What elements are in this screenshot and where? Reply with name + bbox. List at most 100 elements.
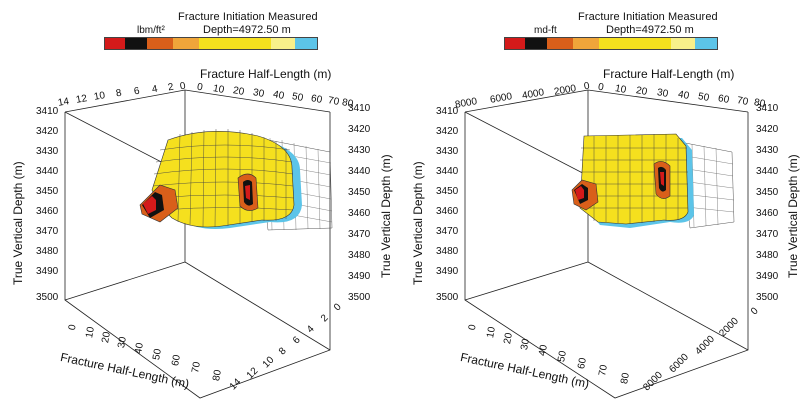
tick-label: 70 [597,364,610,377]
tick-label: 3430 [348,145,371,156]
tick-label: 50 [151,348,164,361]
tick-label: 60 [717,93,730,106]
legend-swatch [147,38,173,49]
tick-label: 0 [179,80,187,93]
tick-label: 10 [84,326,97,339]
color-legend-bar [104,37,318,50]
tick-label: 50 [697,91,710,104]
tick-label: 3460 [348,208,371,219]
tick-label: 3410 [756,103,779,114]
tick-label: 4 [151,83,159,96]
tick-label: 70 [736,95,749,108]
tick-label: 3450 [436,186,459,197]
tick-label: 30 [519,338,532,351]
tick-label: 3480 [348,250,371,261]
tick-label: 60 [170,354,183,367]
tick-label: 20 [502,332,515,345]
fracture-3d-plot-right [464,89,749,399]
tick-label: 3500 [756,292,779,303]
tick-label: 3450 [756,187,779,198]
tick-label: 50 [556,350,569,363]
tick-label: 3500 [348,292,371,303]
legend-swatch [573,38,599,49]
tick-label: 30 [656,87,669,100]
tick-label: 3460 [36,206,59,217]
left-axis-title: True Vertical Depth (m) [11,161,25,285]
legend-swatch [671,38,695,49]
tick-label: 0 [583,80,591,93]
legend-swatch [105,38,125,49]
tick-label: 3480 [36,246,59,257]
tick-label: 70 [327,95,340,108]
axis-box [464,89,749,399]
legend-swatch [199,38,271,49]
legend-depth: Depth=4972.50 m [606,24,694,36]
tick-label: 3470 [436,226,459,237]
tick-label: 40 [677,89,690,102]
tick-label: 30 [116,336,129,349]
tick-label: 3420 [756,124,779,135]
tick-label: 3470 [756,229,779,240]
tick-label: 3450 [36,186,59,197]
tick-label: 3430 [756,145,779,156]
tick-label: 3480 [436,246,459,257]
tick-label: 8 [115,87,123,100]
tick-label: 12 [75,93,88,106]
tick-label: 40 [272,89,285,102]
tick-label: 3460 [436,206,459,217]
legend-swatch [173,38,199,49]
tick-label: 3490 [348,271,371,282]
legend-swatch [125,38,147,49]
legend-swatch [525,38,547,49]
tick-label: 3470 [348,229,371,240]
color-legend-bar [504,37,718,50]
tick-label: 3460 [756,208,779,219]
tick-label: 3500 [436,292,459,303]
tick-label: 6 [133,85,141,98]
left-axis-title: True Vertical Depth (m) [411,161,425,285]
legend-unit: md-ft [534,25,557,36]
tick-label: 30 [252,87,265,100]
tick-label: 3490 [36,266,59,277]
tick-label: 80 [211,369,224,382]
tick-label: 3470 [36,226,59,237]
tick-label: 2 [167,81,175,94]
tick-label: 3420 [348,124,371,135]
legend-depth: Depth=4972.50 m [203,24,291,36]
tick-label: 3440 [756,166,779,177]
tick-label: 20 [100,331,113,344]
tick-label: 60 [310,93,323,106]
tick-label: 3480 [756,250,779,261]
tick-label: 3500 [36,292,59,303]
right-axis-title: True Vertical Depth (m) [786,154,800,278]
tick-label: 3410 [436,106,459,117]
tick-label: 40 [133,342,146,355]
tick-label: 3410 [36,106,59,117]
axis-box [64,89,331,399]
tick-label: 10 [212,83,225,96]
legend-swatch [271,38,295,49]
top-axis-title: Fracture Half-Length (m) [200,67,332,81]
tick-label: 60 [576,357,589,370]
fracture-3d-plot-left [64,89,333,399]
tick-label: 3420 [436,126,459,137]
top-axis-title: Fracture Half-Length (m) [603,67,735,81]
tick-label: 40 [537,344,550,357]
tick-label: 3420 [36,126,59,137]
legend-swatch [695,38,717,49]
tick-label: 3430 [436,146,459,157]
tick-label: 10 [93,90,106,103]
tick-label: 3450 [348,187,371,198]
tick-label: 20 [635,85,648,98]
legend-swatch [505,38,525,49]
tick-label: 3490 [756,271,779,282]
legend-swatch [547,38,573,49]
tick-label: 20 [232,85,245,98]
panel-right: Fracture Initiation Measured md-ft Depth… [400,0,800,405]
tick-label: 3490 [436,266,459,277]
tick-label: 80 [619,372,632,385]
tick-label: 3440 [348,166,371,177]
fracture-surface-right [571,133,735,229]
legend-title: Fracture Initiation Measured [578,11,718,23]
tick-label: 70 [190,361,203,374]
